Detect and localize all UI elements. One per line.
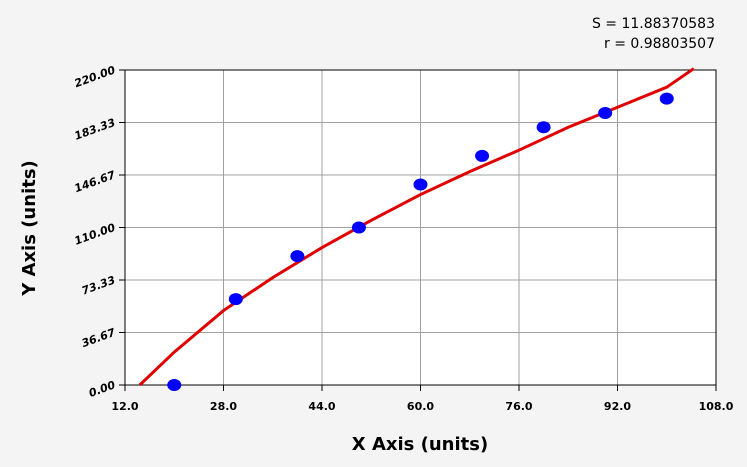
data-point [290,250,305,263]
plot-border [124,69,717,386]
data-point [536,121,551,134]
annotation: S = 11.88370583 [592,16,715,32]
data-point [413,178,428,191]
y-axis-label: Y Axis (units) [19,160,40,297]
data-point [659,92,674,105]
data-point [475,149,490,162]
x-tick-label: 108.0 [699,400,734,413]
data-point [167,379,182,391]
annotation: r = 0.98803507 [604,36,715,52]
data-point [351,221,366,234]
data-point [598,106,613,119]
x-tick-label: 44.0 [308,400,335,413]
x-tick-label: 76.0 [505,400,532,413]
fit-line [138,67,695,387]
x-tick-label: 28.0 [210,400,237,413]
x-axis-label: X Axis (units) [352,434,488,455]
x-tick-label: 92.0 [604,400,631,413]
x-tick-label: 60.0 [407,400,434,413]
x-tick-label: 12.0 [111,400,138,413]
data-point [228,293,243,306]
